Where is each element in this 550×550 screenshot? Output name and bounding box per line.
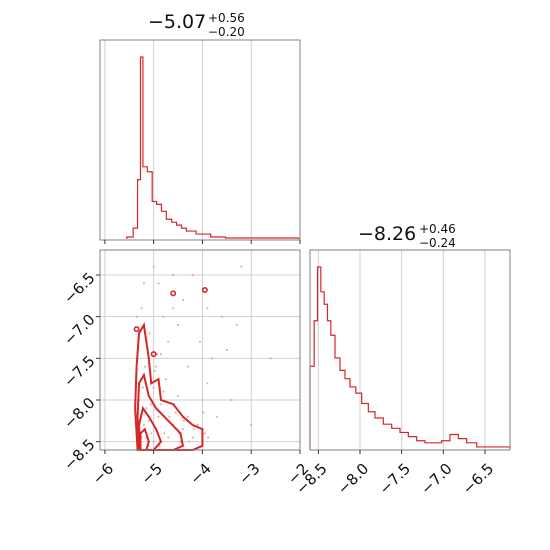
scatter-point [172,273,175,277]
scatter-point [154,365,158,368]
scatter-point [163,432,166,435]
scatter-point [192,428,195,431]
joint-y-tick-label: −6.5 [60,269,98,307]
joint-axis-frame [99,249,301,451]
contour-island [133,326,140,333]
contour-island [170,290,177,297]
scatter-point [176,394,180,397]
title-param-2-value: −8.26 [358,223,416,245]
scatter-point [207,436,210,439]
joint-y-tick-label: −8.5 [60,435,98,473]
right-x-tick-label: −8.0 [334,460,372,498]
histogram-steps-param-1 [126,56,300,239]
contour-island [201,286,208,293]
joint-y-tick-label: −7.5 [60,352,98,390]
scatter-point [203,432,206,435]
title-param-1-plus: +0.56 [208,11,245,25]
scatter-point [198,340,202,343]
scatter-point [145,407,148,410]
joint-y-tick-label: −8.0 [60,394,98,432]
scatter-point [181,428,185,431]
histogram-steps-param-2 [309,266,511,449]
marginal-histogram-param-1 [99,39,301,244]
scatter-point [150,403,153,406]
scatter-point [147,419,150,422]
contour-island [150,351,157,358]
scatter-point [240,265,243,268]
scatter-point [162,390,165,393]
title-param-1-minus: −0.20 [208,25,245,39]
scatter-point [187,440,190,443]
joint-x-tick-label: −5 [138,460,166,488]
scatter-point [150,432,153,435]
title-param-1-value: −5.07 [148,11,206,33]
scatter-point [157,415,160,418]
scatter-point [181,298,185,302]
joint-scatter-contour: −6 −5 −4 −3 −2−6.5−7.0−7.5−8.0−8.5 [60,249,312,488]
right-x-tick-label: −7.0 [417,460,455,498]
scatter-point [142,423,146,427]
joint-x-tick-label: −3 [235,460,263,488]
scatter-point [269,357,272,360]
joint-y-tick-label: −7.0 [60,310,98,348]
top-axis-frame [99,39,301,241]
scatter-point [191,436,194,439]
scatter-point [225,348,228,352]
scatter-point [152,386,155,389]
title-param-2-plus: +0.46 [419,222,456,236]
right-x-tick-label: −6.5 [459,460,497,498]
scatter-point [148,332,151,335]
scatter-point [186,365,189,368]
scatter-point [142,282,146,285]
scatter-point [215,415,219,418]
right-axis-frame [309,249,511,451]
contour-level-2 [136,372,185,451]
scatter-point [164,378,167,381]
scatter-point [168,415,171,418]
right-x-tick-label: −7.5 [376,460,414,498]
title-param-2: −8.26 +0.46 −0.24 [358,222,456,250]
scatter-point [174,411,177,414]
scatter-point [186,415,189,418]
scatter-point [211,357,214,360]
title-param-1: −5.07 +0.56 −0.20 [148,11,245,39]
contour-level-1 [134,322,204,451]
scatter-point [220,315,224,318]
scatter-point [153,369,156,372]
scatter-point [152,440,155,443]
joint-x-tick-label: −6 [89,460,117,488]
scatter-point [202,411,205,414]
scatter-point [235,323,238,327]
scatter-point [159,353,163,356]
scatter-point [135,315,138,318]
scatter-point [140,307,143,310]
scatter-point [176,323,180,327]
marginal-histogram-param-2: −8.5 −8.0 −7.5 −7.0 −6.5 [292,249,511,498]
scatter-point [143,365,146,368]
scatter-point [159,403,163,406]
scatter-point [196,423,199,427]
scatter-point [191,273,194,277]
joint-x-tick-label: −4 [186,460,214,488]
scatter-point [172,307,175,310]
scatter-point [206,307,209,310]
contour-level-3 [138,405,163,451]
scatter-point [250,423,253,427]
scatter-point [156,353,159,356]
scatter-point [201,398,204,402]
title-param-2-minus: −0.24 [419,236,456,250]
scatter-point [141,386,145,389]
scatter-point [152,265,155,268]
contour-level-4 [139,427,150,451]
scatter-point [206,382,209,385]
scatter-point [167,340,170,343]
scatter-point [230,398,233,402]
scatter-point [162,315,165,318]
scatter-point [157,282,160,285]
scatter-point [182,419,186,422]
scatter-point [167,436,170,439]
